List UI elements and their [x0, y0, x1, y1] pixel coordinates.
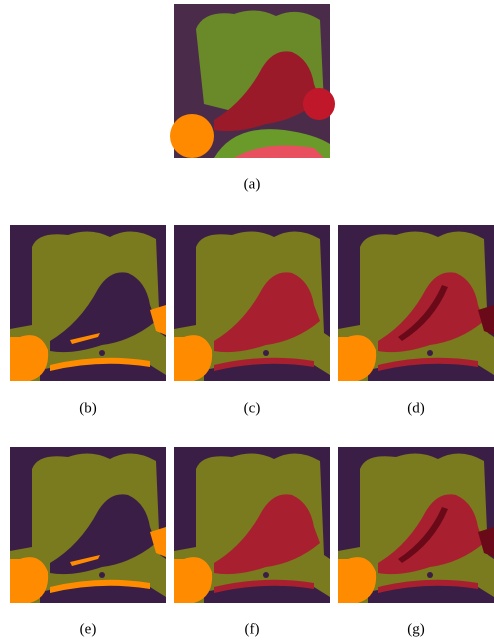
photo-image	[170, 4, 335, 158]
caption: (g)	[407, 621, 425, 637]
segmentation-image	[174, 225, 330, 381]
caption: (b)	[79, 400, 97, 416]
figure-page: (a) (b) (c) (d) (e) (f) (g)	[0, 0, 494, 640]
caption: (f)	[245, 621, 260, 637]
caption: (c)	[244, 400, 261, 416]
caption: (a)	[244, 176, 261, 192]
segmentation-image	[10, 225, 166, 381]
segmentation-image	[10, 447, 166, 603]
caption: (e)	[80, 621, 97, 637]
figure: (a) (b) (c) (d) (e) (f) (g)	[0, 0, 494, 640]
segmentation-image	[338, 447, 494, 603]
segmentation-image	[338, 225, 494, 381]
caption: (d)	[407, 400, 425, 416]
segmentation-image	[174, 447, 330, 603]
